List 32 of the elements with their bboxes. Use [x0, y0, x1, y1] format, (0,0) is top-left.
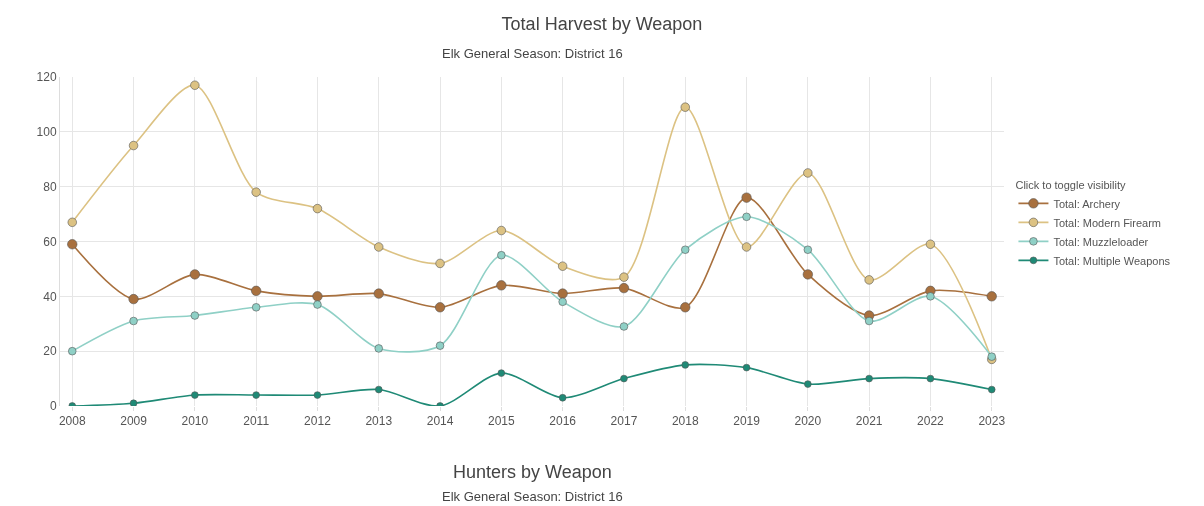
x-tick-label: 2017	[610, 414, 638, 429]
x-tick-label: 2011	[243, 414, 270, 429]
x-tick-label: 2020	[794, 414, 822, 429]
x-tick-label: 2014	[426, 414, 454, 429]
legend-label: Total: Archery	[1053, 197, 1121, 210]
x-tick-label: 2019	[733, 414, 761, 429]
y-tick-label: 20	[43, 344, 57, 359]
x-tick-label: 2023	[978, 414, 1006, 429]
x-tick-label: 2015	[488, 414, 516, 429]
chart-subtitle: Elk General Season: District 16	[442, 46, 623, 61]
y-tick-label: 40	[43, 289, 57, 304]
x-tick-label: 2010	[181, 414, 209, 429]
y-tick-label: 0	[49, 399, 57, 414]
x-tick-label: 2021	[855, 414, 883, 429]
legend-label: Total: Modern Firearm	[1053, 216, 1162, 229]
y-tick-label: 60	[43, 234, 57, 249]
text: Elk General Season: District 16	[442, 489, 623, 504]
x-tick-label: 2009	[120, 414, 148, 429]
chart-title: Total Harvest by Weapon	[501, 14, 703, 35]
x-tick-label: 2012	[304, 414, 332, 429]
y-tick-label: 120	[36, 70, 57, 85]
x-tick-label: 2022	[917, 414, 945, 429]
legend-label: Total: Multiple Weapons	[1053, 254, 1171, 267]
x-tick-label: 2016	[549, 414, 577, 429]
x-tick-label: 2008	[58, 414, 86, 429]
y-tick-label: 100	[36, 125, 57, 140]
legend-title: Click to toggle visibility	[1015, 178, 1126, 191]
legend-label: Total: Muzzleloader	[1053, 235, 1149, 248]
y-tick-label: 80	[43, 179, 57, 194]
x-tick-label: 2018	[671, 414, 699, 429]
text: Hunters by Weapon	[453, 462, 612, 482]
x-tick-label: 2013	[365, 414, 393, 429]
